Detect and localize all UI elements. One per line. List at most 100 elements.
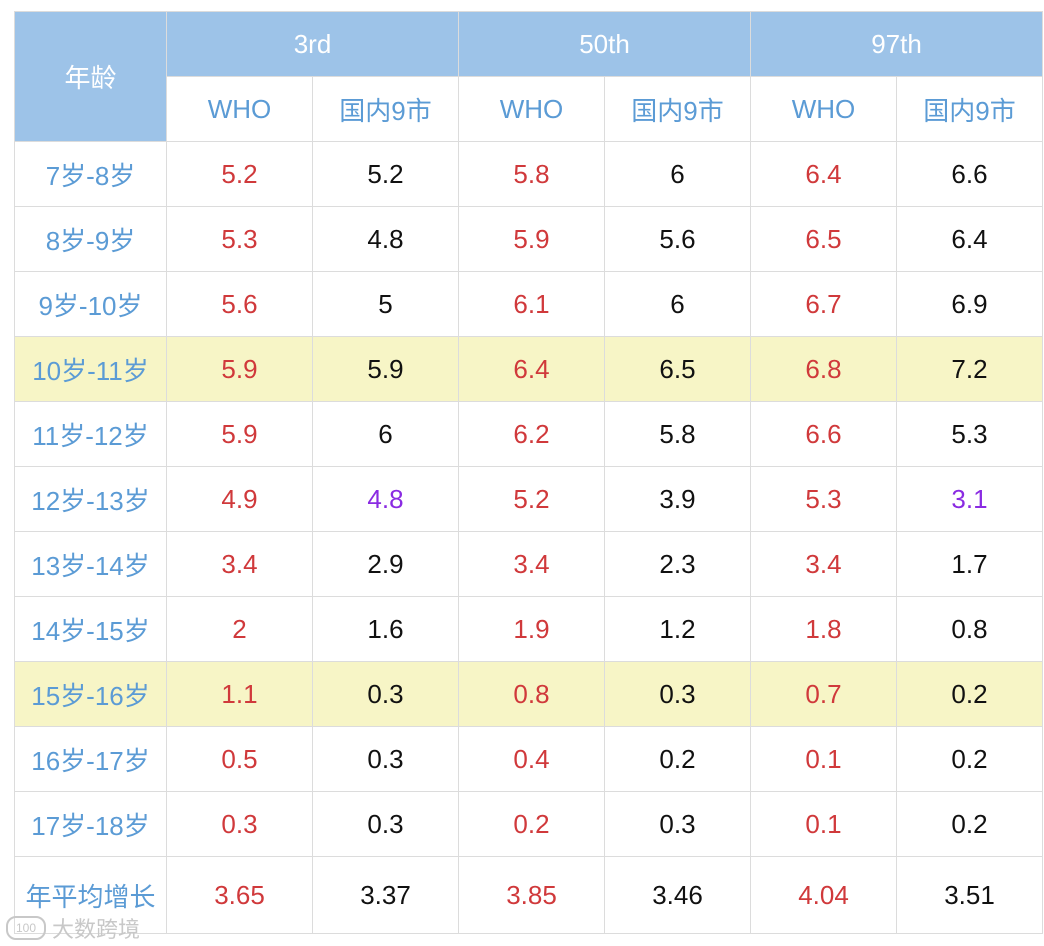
- domestic-value-cell: 3.37: [312, 856, 459, 934]
- domestic-value-cell: 4.8: [312, 466, 459, 532]
- who-value-cell: 5.9: [458, 206, 605, 272]
- who-value-cell: 6.2: [458, 401, 605, 467]
- domestic-value-cell: 1.6: [312, 596, 459, 662]
- domestic-value-cell: 0.3: [604, 791, 751, 857]
- who-value-cell: 1.1: [166, 661, 313, 727]
- who-value-cell: 6.6: [750, 401, 897, 467]
- who-value-cell: 0.2: [458, 791, 605, 857]
- domestic-value-cell: 2.9: [312, 531, 459, 597]
- sub-header-who: WHO: [458, 76, 605, 142]
- who-value-cell: 6.4: [750, 141, 897, 207]
- who-value-cell: 3.4: [750, 531, 897, 597]
- table-row: 11岁-12岁 5.9 6 6.2 5.8 6.6 5.3: [14, 401, 1043, 467]
- domestic-value-cell: 0.3: [604, 661, 751, 727]
- table-row: 15岁-16岁 1.1 0.3 0.8 0.3 0.7 0.2: [14, 661, 1043, 727]
- age-cell: 13岁-14岁: [14, 531, 167, 597]
- domestic-value-cell: 3.51: [896, 856, 1043, 934]
- domestic-value-cell: 2.3: [604, 531, 751, 597]
- table-row: 16岁-17岁 0.5 0.3 0.4 0.2 0.1 0.2: [14, 726, 1043, 792]
- table-row: 10岁-11岁 5.9 5.9 6.4 6.5 6.8 7.2: [14, 336, 1043, 402]
- who-value-cell: 1.8: [750, 596, 897, 662]
- domestic-value-cell: 3.46: [604, 856, 751, 934]
- who-value-cell: 4.04: [750, 856, 897, 934]
- who-value-cell: 5.2: [166, 141, 313, 207]
- group-header-50th: 50th: [458, 11, 751, 77]
- age-cell: 8岁-9岁: [14, 206, 167, 272]
- domestic-value-cell: 1.7: [896, 531, 1043, 597]
- who-value-cell: 0.5: [166, 726, 313, 792]
- group-header-97th: 97th: [750, 11, 1043, 77]
- sub-header-domestic: 国内9市: [604, 76, 751, 142]
- domestic-value-cell: 6: [604, 271, 751, 337]
- age-cell: 10岁-11岁: [14, 336, 167, 402]
- domestic-value-cell: 5.3: [896, 401, 1043, 467]
- who-value-cell: 4.9: [166, 466, 313, 532]
- domestic-value-cell: 5.9: [312, 336, 459, 402]
- age-cell: 14岁-15岁: [14, 596, 167, 662]
- sub-header-who: WHO: [166, 76, 313, 142]
- domestic-value-cell: 3.9: [604, 466, 751, 532]
- domestic-value-cell: 6.5: [604, 336, 751, 402]
- who-value-cell: 5.8: [458, 141, 605, 207]
- domestic-value-cell: 3.1: [896, 466, 1043, 532]
- who-value-cell: 6.4: [458, 336, 605, 402]
- who-value-cell: 6.8: [750, 336, 897, 402]
- who-value-cell: 5.3: [750, 466, 897, 532]
- table-row: 13岁-14岁 3.4 2.9 3.4 2.3 3.4 1.7: [14, 531, 1043, 597]
- table-row: 7岁-8岁 5.2 5.2 5.8 6 6.4 6.6: [14, 141, 1043, 207]
- table-row: 14岁-15岁 2 1.6 1.9 1.2 1.8 0.8: [14, 596, 1043, 662]
- who-value-cell: 5.2: [458, 466, 605, 532]
- domestic-value-cell: 0.3: [312, 726, 459, 792]
- watermark-logo-icon: 100: [6, 916, 46, 940]
- table-body: 7岁-8岁 5.2 5.2 5.8 6 6.4 6.6 8岁-9岁 5.3 4.8 5.9 5.6 6.…: [14, 141, 1043, 934]
- domestic-value-cell: 0.3: [312, 661, 459, 727]
- table-row: 8岁-9岁 5.3 4.8 5.9 5.6 6.5 6.4: [14, 206, 1043, 272]
- who-value-cell: 5.6: [166, 271, 313, 337]
- age-cell: 12岁-13岁: [14, 466, 167, 532]
- age-cell: 16岁-17岁: [14, 726, 167, 792]
- who-value-cell: 0.1: [750, 791, 897, 857]
- who-value-cell: 0.4: [458, 726, 605, 792]
- domestic-value-cell: 0.2: [896, 791, 1043, 857]
- domestic-value-cell: 0.3: [312, 791, 459, 857]
- watermark-text: 大数跨境: [52, 917, 141, 942]
- age-header: 年龄: [14, 11, 167, 142]
- sub-header-who: WHO: [750, 76, 897, 142]
- table-row: 12岁-13岁 4.9 4.8 5.2 3.9 5.3 3.1: [14, 466, 1043, 532]
- sub-header-domestic: 国内9市: [896, 76, 1043, 142]
- domestic-value-cell: 0.2: [896, 661, 1043, 727]
- domestic-value-cell: 1.2: [604, 596, 751, 662]
- average-row: 年平均增长 3.65 3.37 3.85 3.46 4.04 3.51: [14, 856, 1043, 934]
- domestic-value-cell: 0.2: [604, 726, 751, 792]
- domestic-value-cell: 5.6: [604, 206, 751, 272]
- domestic-value-cell: 5.8: [604, 401, 751, 467]
- watermark: 100 大数跨境: [6, 912, 140, 944]
- who-value-cell: 2: [166, 596, 313, 662]
- age-cell: 9岁-10岁: [14, 271, 167, 337]
- who-value-cell: 0.8: [458, 661, 605, 727]
- who-value-cell: 6.5: [750, 206, 897, 272]
- domestic-value-cell: 7.2: [896, 336, 1043, 402]
- domestic-value-cell: 0.8: [896, 596, 1043, 662]
- who-value-cell: 5.9: [166, 401, 313, 467]
- who-value-cell: 5.3: [166, 206, 313, 272]
- domestic-value-cell: 6.9: [896, 271, 1043, 337]
- who-value-cell: 5.9: [166, 336, 313, 402]
- who-value-cell: 0.7: [750, 661, 897, 727]
- domestic-value-cell: 5: [312, 271, 459, 337]
- who-value-cell: 0.1: [750, 726, 897, 792]
- table-row: 17岁-18岁 0.3 0.3 0.2 0.3 0.1 0.2: [14, 791, 1043, 857]
- domestic-value-cell: 4.8: [312, 206, 459, 272]
- who-value-cell: 6.1: [458, 271, 605, 337]
- domestic-value-cell: 6.6: [896, 141, 1043, 207]
- who-value-cell: 3.85: [458, 856, 605, 934]
- age-cell: 11岁-12岁: [14, 401, 167, 467]
- who-value-cell: 1.9: [458, 596, 605, 662]
- age-cell: 17岁-18岁: [14, 791, 167, 857]
- group-header-3rd: 3rd: [166, 11, 459, 77]
- who-value-cell: 6.7: [750, 271, 897, 337]
- who-value-cell: 3.4: [166, 531, 313, 597]
- sub-header-domestic: 国内9市: [312, 76, 459, 142]
- table-row: 9岁-10岁 5.6 5 6.1 6 6.7 6.9: [14, 271, 1043, 337]
- age-cell: 7岁-8岁: [14, 141, 167, 207]
